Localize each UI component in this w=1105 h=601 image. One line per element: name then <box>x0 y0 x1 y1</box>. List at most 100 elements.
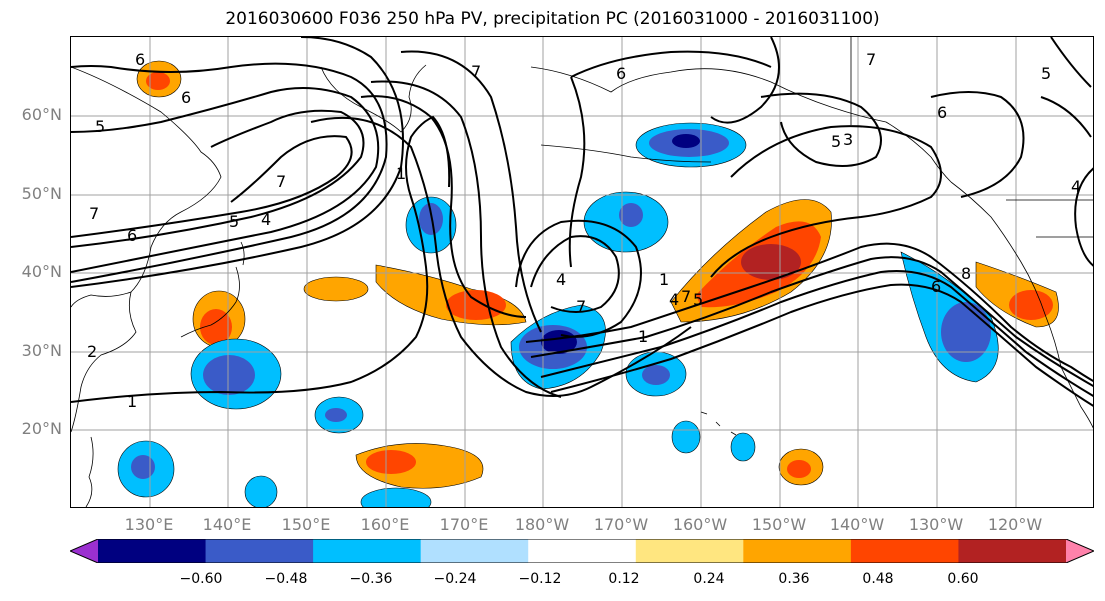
coastline-alaska <box>530 66 952 183</box>
contour-label: 1 <box>638 327 648 346</box>
pv-contours <box>71 37 1093 407</box>
hawaii-islands <box>700 411 737 436</box>
contour-label: 7 <box>681 287 691 306</box>
colorbar-segment <box>205 539 314 563</box>
pv-contour <box>710 37 780 124</box>
contour-label: 7 <box>471 62 481 81</box>
pv-contour <box>530 235 620 313</box>
coastline-philippines <box>85 436 94 507</box>
precip-negative-region <box>203 355 255 395</box>
pv-contour <box>568 50 772 268</box>
precip-positive-region <box>1009 290 1053 320</box>
precip-negative-region <box>941 302 991 362</box>
precip-negative-region <box>619 203 643 227</box>
colorbar-segment <box>850 539 959 563</box>
lat-label-50n: 50°N <box>21 184 62 203</box>
colorbar-tick-label: −0.12 <box>518 571 562 587</box>
contour-label: 4 <box>261 210 271 229</box>
contour-label: 4 <box>1071 177 1081 196</box>
colorbar-segment <box>958 539 1067 563</box>
contour-labels: 6 6 5 7 6 5 4 7 1 2 1 7 4 1 6 7 4 7 5 3 … <box>87 50 1081 411</box>
pv-contour <box>71 37 404 288</box>
contour-label: 6 <box>616 64 626 83</box>
colorbar-segment <box>528 539 637 563</box>
colorbar <box>70 539 1094 563</box>
precip-positive-region <box>787 460 811 478</box>
precip-positive-region <box>366 450 416 474</box>
contour-label: 7 <box>276 172 286 191</box>
colorbar-tick-label: 0.60 <box>947 571 979 587</box>
lon-label-130e: 130°E <box>124 515 174 534</box>
colorbar-segment <box>635 539 744 563</box>
pv-contour <box>540 270 1093 397</box>
pv-contour <box>400 50 542 333</box>
pv-contour <box>515 219 642 338</box>
pv-contour <box>530 256 1093 388</box>
precip-negative-region <box>730 432 756 462</box>
contour-label: 1 <box>127 392 137 411</box>
lon-label-140w: 140°W <box>829 515 885 534</box>
colorbar-extend-high <box>1066 539 1094 563</box>
pv-contour <box>370 80 562 398</box>
contour-label: 6 <box>135 50 145 69</box>
map-panel: 6 6 5 7 6 5 4 7 1 2 1 7 4 1 6 7 4 7 5 3 … <box>70 36 1094 508</box>
precip-positive-region <box>741 244 801 280</box>
colorbar-tick-label: −0.24 <box>433 571 477 587</box>
contour-label: 7 <box>866 50 876 69</box>
colorbar-tick-label: 0.48 <box>862 571 894 587</box>
pv-contour <box>1050 37 1092 88</box>
precip-positive-region <box>146 72 170 90</box>
map-title: 2016030600 F036 250 hPa PV, precipitatio… <box>225 9 880 29</box>
contour-label: 4 <box>556 270 566 289</box>
contour-label: 3 <box>843 130 853 149</box>
pv-contour <box>1040 96 1093 267</box>
coastline-aleutians <box>540 144 712 163</box>
coastline-asia <box>71 66 222 308</box>
lon-label-150e: 150°E <box>281 515 331 534</box>
colorbar-tick-label: −0.36 <box>349 571 393 587</box>
border-canada-us <box>850 37 1093 238</box>
precip-negative-region <box>325 408 347 422</box>
precip-positive-region <box>303 276 369 302</box>
colorbar-tick-label: 0.36 <box>778 571 810 587</box>
contour-label: 4 <box>669 290 679 309</box>
colorbar-tick-label: −0.48 <box>264 571 308 587</box>
lat-label-40n: 40°N <box>21 262 62 281</box>
contour-label: 7 <box>576 297 586 316</box>
precip-negative-region <box>672 134 700 148</box>
lon-label-160e: 160°E <box>360 515 410 534</box>
contour-label: 1 <box>396 164 406 183</box>
lon-label-150w: 150°W <box>751 515 807 534</box>
colorbar-tick-label: −0.60 <box>179 571 223 587</box>
lat-label-30n: 30°N <box>21 341 62 360</box>
colorbar-tick-label: 0.12 <box>608 571 640 587</box>
contour-label: 5 <box>693 290 703 309</box>
pv-contour <box>360 95 527 318</box>
precip-negative-region <box>244 475 278 507</box>
colorbar-segment <box>98 539 207 563</box>
map-gridlines <box>71 37 1093 507</box>
colorbar-segment <box>313 539 422 563</box>
contour-label: 6 <box>937 103 947 122</box>
lon-label-170w: 170°W <box>593 515 649 534</box>
coastlines <box>71 37 1093 507</box>
precip-negative-region <box>360 487 432 507</box>
precip-negative-region <box>671 420 701 454</box>
pv-contour <box>525 242 1093 383</box>
contour-label: 6 <box>127 226 137 245</box>
contour-label: 2 <box>87 342 97 361</box>
contour-label: 1 <box>659 270 669 289</box>
pv-contour <box>710 125 942 278</box>
contour-label: 5 <box>95 117 105 136</box>
lon-label-180w: 180°W <box>514 515 570 534</box>
colorbar-extend-low <box>70 539 98 563</box>
contour-label: 6 <box>181 88 191 107</box>
colorbar-segment <box>743 539 852 563</box>
pv-contour <box>760 92 882 167</box>
map-canvas: 6 6 5 7 6 5 4 7 1 2 1 7 4 1 6 7 4 7 5 3 … <box>71 37 1093 507</box>
pv-contour <box>310 116 692 397</box>
precip-positive-region <box>200 309 232 345</box>
coastline-north-america <box>950 181 1093 429</box>
precip-negative-region <box>642 365 670 385</box>
contour-label: 8 <box>961 264 971 283</box>
